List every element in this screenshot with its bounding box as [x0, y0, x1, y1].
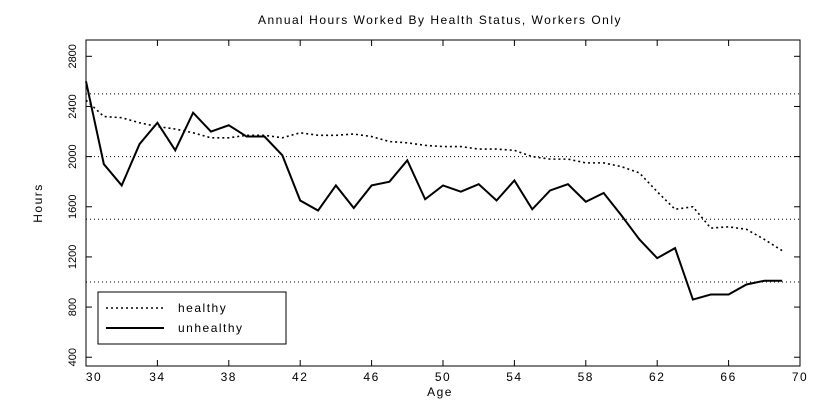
series-line — [85, 99, 783, 252]
x-tick-label: 34 — [149, 370, 165, 384]
x-tick-label: 30 — [86, 370, 102, 384]
y-tick-label: 1600 — [67, 195, 79, 219]
legend-box — [97, 291, 287, 345]
x-axis-label: Age — [427, 385, 453, 399]
y-tick-label: 400 — [67, 348, 79, 366]
y-axis-label: Hours — [31, 183, 45, 223]
legend-label: healthy — [178, 301, 227, 315]
x-tick-label: 66 — [720, 370, 736, 384]
legend-label: unhealthy — [178, 321, 244, 335]
chart-title: Annual Hours Worked By Health Status, Wo… — [258, 13, 622, 27]
x-tick-label: 46 — [363, 370, 379, 384]
x-tick-label: 50 — [435, 370, 451, 384]
y-tick-label: 1200 — [67, 245, 79, 269]
x-tick-label: 42 — [292, 370, 308, 384]
y-tick-label: 800 — [67, 298, 79, 316]
y-tick-label: 2800 — [67, 44, 79, 68]
y-tick-label: 2000 — [67, 144, 79, 168]
y-tick-label: 2400 — [67, 94, 79, 118]
x-tick-label: 58 — [578, 370, 594, 384]
x-tick-label: 62 — [649, 370, 665, 384]
x-tick-label: 54 — [506, 370, 522, 384]
x-tick-label: 70 — [792, 370, 808, 384]
x-tick-label: 38 — [221, 370, 237, 384]
series-line — [85, 81, 783, 301]
